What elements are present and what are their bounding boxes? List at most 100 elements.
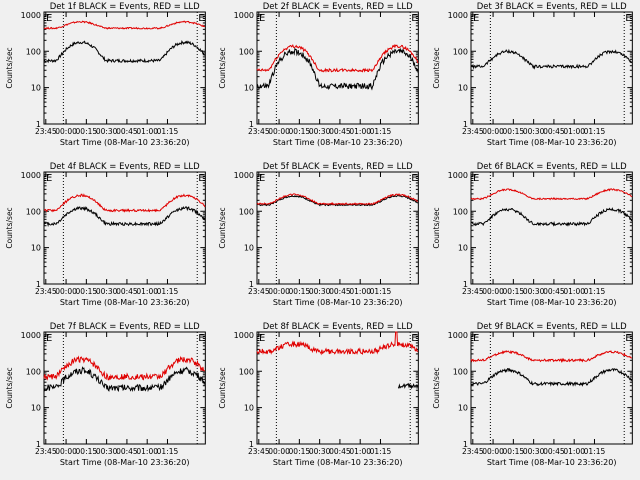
chart-panel-det-8: Det 8f BLACK = Events, RED = LLD 1 10 100 10… — [218, 322, 420, 467]
x-tick-label: 00:00 — [482, 287, 504, 296]
x-tick-label: 00:15 — [76, 287, 98, 296]
x-tick-label: 00:30 — [522, 447, 544, 456]
flag-letter-left: E — [46, 173, 52, 184]
y-tick-label: 1 — [249, 440, 254, 449]
x-tick-label: 01:00 — [136, 447, 158, 456]
y-tick-label: 100 — [452, 207, 467, 216]
y-axis-label: Counts/sec — [432, 367, 441, 408]
x-tick-label: 00:45 — [543, 127, 565, 136]
y-axis-label: Counts/sec — [218, 367, 227, 408]
x-axis-label: Start Time (08-Mar-10 23:36:20) — [60, 298, 190, 307]
plot-frame — [43, 11, 206, 125]
chart-title: Det 6f BLACK = Events, RED = LLD — [476, 162, 626, 172]
x-tick-label: 01:15 — [583, 127, 605, 136]
flag-letter-right: E — [625, 333, 631, 344]
series-line-events — [43, 39, 206, 64]
x-tick-label: 00:15 — [76, 447, 98, 456]
y-tick-label: 10 — [457, 84, 467, 93]
x-tick-label: 00:30 — [96, 287, 118, 296]
x-tick-label: 23:45 — [35, 447, 57, 456]
series-line-lld — [43, 355, 206, 381]
x-tick-label: 00:15 — [289, 127, 311, 136]
x-tick-label: 00:45 — [329, 127, 351, 136]
x-tick-label: 01:15 — [583, 287, 605, 296]
series-line-lld — [470, 350, 632, 363]
x-tick-label: 00:45 — [116, 287, 138, 296]
y-tick-label: 1000 — [21, 331, 41, 340]
x-tick-label: 01:00 — [136, 127, 158, 136]
x-axis-label: Start Time (08-Mar-10 23:36:20) — [487, 298, 617, 307]
y-tick-label: 10 — [244, 404, 254, 413]
chart-panel-det-2: Det 2f BLACK = Events, RED = LLD 1 10 100 10… — [218, 2, 420, 147]
series-line-events — [43, 366, 206, 393]
y-tick-label: 1000 — [234, 171, 254, 180]
x-tick-label: 00:45 — [116, 447, 138, 456]
x-tick-label: 00:30 — [309, 127, 331, 136]
x-tick-label: 00:30 — [522, 287, 544, 296]
y-tick-label: 100 — [26, 47, 41, 56]
x-tick-label: 23:45 — [248, 447, 270, 456]
plot-frame — [256, 331, 420, 445]
x-axis-label: Start Time (08-Mar-10 23:36:20) — [273, 458, 403, 467]
x-tick-label: 01:00 — [350, 127, 372, 136]
x-tick-label: 01:15 — [157, 287, 179, 296]
flag-letter-left: E — [259, 173, 265, 184]
flag-letter-right: E — [198, 173, 204, 184]
y-tick-label: 10 — [457, 244, 467, 253]
series-line-events — [470, 48, 632, 70]
y-tick-label: 1 — [463, 120, 468, 129]
chart-panel-det-3: Det 3f BLACK = Events, RED = LLD 1 10 100 10… — [432, 2, 633, 147]
x-tick-label: 01:00 — [563, 127, 585, 136]
x-tick-label: 00:45 — [543, 447, 565, 456]
x-tick-label: 00:45 — [543, 287, 565, 296]
x-tick-label: 00:00 — [482, 127, 504, 136]
y-tick-label: 100 — [239, 367, 254, 376]
x-axis-label: Start Time (08-Mar-10 23:36:20) — [273, 298, 403, 307]
series-line-lld — [256, 44, 419, 73]
series-line-lld — [470, 188, 632, 201]
y-tick-label: 1000 — [21, 11, 41, 20]
x-tick-label: 00:00 — [269, 447, 291, 456]
x-tick-label: 00:00 — [482, 447, 504, 456]
series-line-events — [43, 205, 206, 228]
series-line-events — [257, 194, 419, 207]
x-tick-label: 00:15 — [502, 447, 524, 456]
x-tick-label: 01:00 — [350, 447, 372, 456]
plot-frame — [256, 171, 420, 285]
plot-frame — [43, 171, 206, 285]
flag-letter-left: E — [46, 13, 52, 24]
chart-title: Det 9f BLACK = Events, RED = LLD — [476, 322, 626, 332]
x-tick-label: 01:00 — [563, 447, 585, 456]
x-axis-label: Start Time (08-Mar-10 23:36:20) — [487, 138, 617, 147]
chart-title: Det 7f BLACK = Events, RED = LLD — [50, 322, 200, 332]
y-tick-label: 100 — [239, 207, 254, 216]
y-tick-label: 100 — [452, 367, 467, 376]
x-axis-label: Start Time (08-Mar-10 23:36:20) — [60, 458, 190, 467]
chart-panel-det-1: Det 1f BLACK = Events, RED = LLD 1 10 100 10… — [5, 2, 206, 147]
flag-letter-right: E — [412, 13, 418, 24]
plot-frame — [470, 171, 633, 285]
x-tick-label: 00:30 — [522, 127, 544, 136]
y-tick-label: 100 — [26, 367, 41, 376]
y-tick-label: 1 — [249, 120, 254, 129]
x-tick-label: 00:15 — [289, 447, 311, 456]
y-axis-label: Counts/sec — [218, 207, 227, 248]
flag-letter-right: E — [412, 173, 418, 184]
x-tick-label: 00:00 — [55, 127, 77, 136]
chart-panel-det-6: Det 6f BLACK = Events, RED = LLD 1 10 100 10… — [432, 162, 633, 307]
y-tick-label: 100 — [26, 207, 41, 216]
y-axis-label: Counts/sec — [218, 47, 227, 88]
chart-title: Det 4f BLACK = Events, RED = LLD — [50, 162, 200, 172]
y-tick-label: 1000 — [234, 331, 254, 340]
x-tick-label: 00:45 — [329, 287, 351, 296]
x-tick-label: 01:15 — [370, 127, 392, 136]
x-axis-label: Start Time (08-Mar-10 23:36:20) — [273, 138, 403, 147]
chart-title: Det 8f BLACK = Events, RED = LLD — [263, 322, 413, 332]
x-tick-label: 01:00 — [563, 287, 585, 296]
y-tick-label: 10 — [31, 404, 41, 413]
x-tick-label: 01:15 — [157, 447, 179, 456]
x-tick-label: 01:00 — [350, 287, 372, 296]
y-tick-label: 10 — [31, 84, 41, 93]
series-line-lld — [43, 20, 206, 30]
